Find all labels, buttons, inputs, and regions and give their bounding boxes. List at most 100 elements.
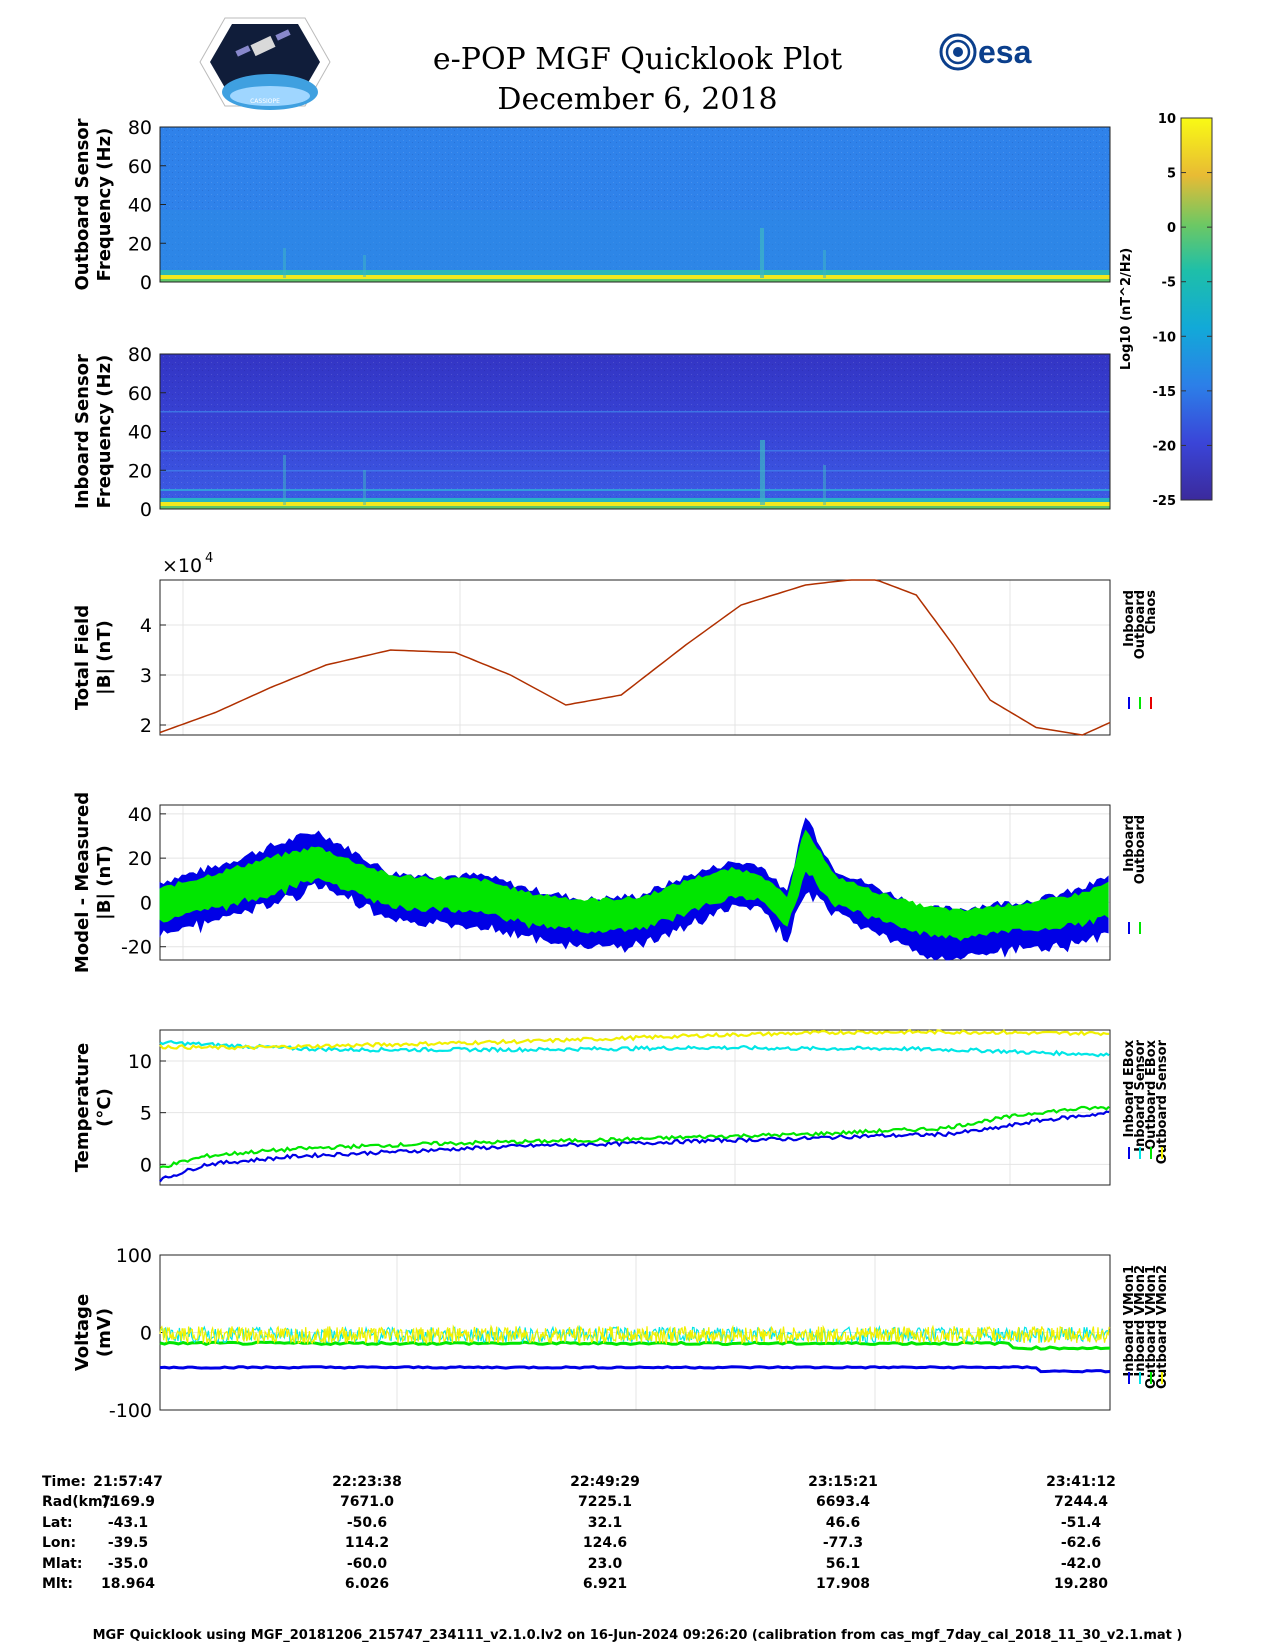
- orbit-info-row: Rad(km): 7169.9 7671.0 7225.1 6693.4 7244.4: [0, 1494, 1275, 1514]
- colorbar-tick-label: -5: [1162, 276, 1176, 291]
- y-axis-label: Inboard Sensor: [72, 354, 93, 509]
- y-axis-label: Voltage: [72, 1294, 93, 1371]
- orbit-info-value: 22:23:38: [332, 1474, 402, 1490]
- legend-label: Chaos: [1144, 590, 1159, 634]
- orbit-info-value: -77.3: [822, 1535, 864, 1552]
- outboard-spectrogram: [160, 127, 1110, 282]
- total-field-line: [159, 579, 1111, 736]
- orbit-info-value: -62.6: [1060, 1535, 1102, 1552]
- y-tick-label: 0: [140, 892, 152, 914]
- axes-outboard_spectrogram: 80 60 40 20 0 Outboard Sensor Frequency (Hz): [72, 117, 1111, 294]
- inboard-sensor-temp-line: [159, 1040, 1110, 1058]
- y-axis-label: Temperature: [72, 1043, 93, 1172]
- orbit-info-row: Time: 21:57:47 22:23:38 22:49:29 23:15:21 23:…: [0, 1474, 1275, 1494]
- y-tick-label: 5: [140, 1103, 152, 1125]
- orbit-info-label: Mlt:: [42, 1576, 74, 1592]
- y-tick-label: 10: [128, 1051, 152, 1073]
- y-tick-label: -20: [121, 937, 152, 959]
- y-tick-label: 3: [140, 665, 152, 687]
- inboard-vmon1-line: [159, 1365, 1111, 1374]
- orbit-info-value: 19.280: [1053, 1576, 1109, 1592]
- outboard-vmon2-line: [159, 1324, 1111, 1346]
- y-tick-label: 0: [140, 272, 152, 294]
- y-tick-label: 60: [128, 383, 152, 405]
- orbit-info-value: 23.0: [587, 1555, 623, 1572]
- colorbar-label: Log10 (nT^2/Hz): [1119, 248, 1134, 370]
- orbit-info-value: 7169.9: [100, 1494, 156, 1511]
- axes-inboard_spectrogram: 80 60 40 20 0 Inboard Sensor Frequency (Hz): [72, 344, 1111, 521]
- orbit-info-value: 6693.4: [815, 1494, 871, 1511]
- axes-frame: [159, 353, 1111, 510]
- y-axis-label: Outboard Sensor: [72, 118, 93, 290]
- colorbar-tick-label: -25: [1153, 494, 1177, 509]
- orbit-info-value: 6.921: [582, 1576, 628, 1592]
- orbit-info-value: 21:57:47: [93, 1474, 163, 1490]
- orbit-info-value: 23:41:12: [1046, 1474, 1116, 1490]
- y-axis-label: (°C): [94, 1088, 115, 1127]
- axes-total_field: 4 3 2 Total Field |B| (nT) InboardOutboardCha…: [72, 551, 1159, 737]
- orbit-info-value: -39.5: [107, 1535, 149, 1552]
- esa-logo-text: esa: [978, 34, 1032, 70]
- y-tick-label: 4: [140, 615, 152, 637]
- orbit-info-value: -43.1: [107, 1514, 149, 1531]
- y-tick-label: -100: [109, 1400, 152, 1422]
- y-tick-label: 40: [128, 804, 152, 826]
- y-axis-label: Model - Measured: [72, 792, 93, 973]
- orbit-info-row: Lat: -43.1 -50.6 32.1 46.6 -51.4: [0, 1515, 1275, 1535]
- legend-label: Inboard VMon1: [1122, 1265, 1137, 1377]
- legend-label: Outboard EBox: [1144, 1039, 1159, 1149]
- colorbar: 10 5 0 -5 -10 -15 -20 -25 Log10 (nT^2/Hz): [1119, 112, 1213, 509]
- axis-exponent-power: 4: [205, 551, 213, 566]
- orbit-info-value: 18.964: [100, 1576, 156, 1592]
- orbit-info-value: -35.0: [107, 1555, 149, 1572]
- outboard-ebox-temp-line: [159, 1105, 1110, 1169]
- y-axis-label: |B| (nT): [94, 620, 115, 695]
- legend-label: Outboard: [1133, 815, 1148, 884]
- orbit-info-value: 7671.0: [339, 1494, 395, 1511]
- inboard-spectrogram: [160, 354, 1110, 509]
- legend-label: Outboard Sensor: [1155, 1039, 1170, 1164]
- orbit-info-value: -60.0: [346, 1555, 388, 1572]
- axes-frame: [159, 579, 1111, 736]
- orbit-info-value: -42.0: [1060, 1555, 1102, 1572]
- inboard-ebox-temp-line: [159, 1110, 1110, 1183]
- orbit-info-label: Rad(km):: [42, 1494, 115, 1511]
- cassiope-logo-text: CASSIOPE: [250, 98, 280, 105]
- orbit-info-value: 22:49:29: [570, 1474, 640, 1490]
- esa-logo: esa: [939, 33, 1032, 71]
- orbit-info-label: Mlat:: [42, 1555, 83, 1572]
- y-tick-label: 40: [128, 195, 152, 217]
- colorbar-tick-label: -15: [1153, 385, 1177, 400]
- y-tick-label: 100: [116, 1245, 152, 1267]
- orbit-info-value: 114.2: [344, 1535, 390, 1552]
- legend-label: Inboard: [1122, 590, 1137, 647]
- inboard-residual-band: [159, 817, 1109, 961]
- orbit-info-value: 124.6: [582, 1535, 628, 1552]
- y-axis-label: Frequency (Hz): [94, 355, 115, 509]
- y-tick-label: 2: [140, 715, 152, 737]
- colorbar-tick-label: -10: [1153, 330, 1177, 345]
- colorbar-tick-label: 10: [1158, 112, 1176, 127]
- page-date: December 6, 2018: [497, 82, 778, 117]
- axes-frame: [159, 126, 1111, 283]
- colorbar-tick-label: -20: [1153, 439, 1177, 454]
- colorbar-tick-label: 5: [1167, 167, 1176, 182]
- orbit-info-value: 32.1: [587, 1514, 623, 1531]
- y-tick-label: 80: [128, 117, 152, 139]
- orbit-info-label: Time:: [42, 1474, 87, 1490]
- outboard-vmon1-line: [159, 1340, 1111, 1351]
- legend-label: Outboard VMon2: [1155, 1265, 1170, 1389]
- outboard-residual-band: [159, 829, 1109, 942]
- colorbar-tick-label: 0: [1167, 221, 1176, 236]
- orbit-info-row: Mlat: -35.0 -60.0 23.0 56.1 -42.0: [0, 1556, 1275, 1576]
- legend-label: Outboard VMon1: [1144, 1265, 1159, 1389]
- orbit-info-value: 7225.1: [577, 1494, 633, 1511]
- orbit-info-value: -51.4: [1060, 1514, 1102, 1531]
- orbit-info-row: Mlt: 18.964 6.026 6.921 17.908 19.280: [0, 1576, 1275, 1596]
- y-tick-label: 0: [140, 1323, 152, 1345]
- y-tick-label: 60: [128, 156, 152, 178]
- orbit-info-value: 23:15:21: [808, 1474, 878, 1490]
- legend-label: Inboard VMon2: [1133, 1265, 1148, 1377]
- legend-label: Outboard: [1133, 590, 1148, 659]
- y-tick-label: 20: [128, 848, 152, 870]
